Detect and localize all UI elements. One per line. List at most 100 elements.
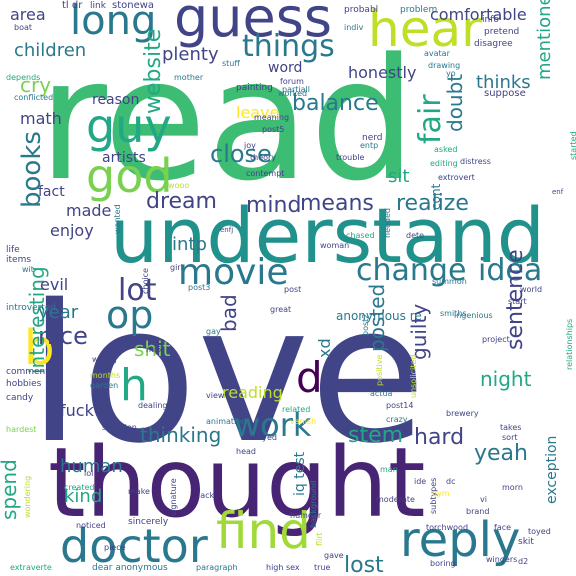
word-idea: idea [478, 253, 542, 288]
word-crazy: crazy [386, 415, 408, 424]
word-flirt: flirt [315, 532, 324, 546]
word-smiths: smiths [440, 309, 467, 318]
word-post14: post14 [386, 401, 413, 410]
word-lack: lack [198, 491, 215, 500]
word-bad: bad [217, 294, 241, 332]
word-honestly: honestly [348, 63, 416, 82]
word-true: true [314, 563, 330, 572]
word-work: work [234, 406, 312, 444]
word-positive: positive [375, 355, 384, 386]
word-fair: fair [413, 94, 448, 144]
word-intp: intp [172, 234, 207, 255]
word-close: close [210, 140, 272, 168]
word-sentence: sentence [503, 249, 528, 350]
word-wooo: wooo [168, 181, 189, 190]
word-unsolicited: unsolicited [409, 355, 418, 398]
word-stuff: stuff [222, 59, 240, 68]
word-doubt: doubt [443, 74, 467, 132]
word-math: math [20, 109, 62, 128]
word-understand: understand [110, 191, 545, 280]
word-ide: ide [414, 477, 426, 486]
word-gym: gym [432, 489, 450, 498]
word-thinking: thinking [140, 423, 221, 447]
word-spend: spend [0, 459, 21, 520]
word-life: life [6, 245, 20, 255]
word-hard: hard [414, 425, 464, 450]
word-enjoy: enjoy [50, 221, 94, 240]
word-d: d [296, 353, 323, 402]
word-leave: leave [236, 103, 279, 122]
word-man: man [380, 465, 398, 474]
word-artists: artists [102, 150, 146, 166]
word-comments: comments [6, 367, 54, 377]
word-kind: kind [64, 486, 102, 507]
word-head: head [236, 447, 256, 456]
word-distress: distress [460, 157, 491, 166]
word-human: human [60, 456, 123, 477]
word-fact: fact [38, 184, 65, 200]
word-movie: movie [178, 252, 289, 293]
word-sincerely: sincerely [128, 517, 169, 527]
word-brewery: brewery [446, 409, 479, 418]
word-subtypes: subtypes [429, 478, 438, 514]
word-website: website [141, 29, 166, 114]
word-disagree: disagree [474, 39, 513, 49]
word-word: word [268, 60, 302, 76]
word-link: link [90, 1, 107, 11]
word-signature: signature [169, 478, 178, 516]
word-avatar: avatar [424, 49, 451, 58]
word-background: background [309, 481, 318, 528]
word-anonymous-re: anonymous re [336, 309, 422, 323]
word-thinks: thinks [476, 72, 531, 93]
word-ingenious: ingenious [454, 311, 493, 320]
word-partiall: partiall [282, 85, 310, 94]
word-reading: reading [222, 383, 283, 402]
word-god: god [86, 149, 173, 203]
word-info: info [482, 15, 499, 25]
word-entp: entp [360, 141, 378, 150]
word-view: view [206, 391, 225, 400]
word-yeah: yeah [474, 441, 528, 466]
word-area: area [10, 5, 46, 24]
word-make: make [128, 487, 150, 496]
word-plenty: plenty [162, 44, 219, 65]
word-noticed: noticed [76, 521, 106, 530]
word-means: means [300, 191, 374, 216]
word-brand: brand [466, 507, 489, 516]
word-suppose: suppose [484, 88, 526, 99]
word-iq-test: iq test [292, 451, 308, 496]
word-forum: forum [280, 77, 304, 86]
word-h: h [120, 360, 148, 411]
word-dealing: dealing [138, 401, 168, 410]
word-gay: gay [206, 327, 221, 336]
word-great: great [270, 305, 291, 314]
word-created: created [64, 483, 94, 492]
word-shit: shit [134, 337, 171, 361]
word-xd: xd [315, 338, 334, 358]
word-exception: exception [544, 436, 560, 504]
word-long: long [70, 0, 156, 44]
word-contempt: contempt [246, 169, 284, 178]
word-children: children [14, 40, 86, 61]
word-nerd: nerd [362, 133, 383, 143]
word-wondering: wondering [23, 476, 32, 518]
word-probabl: probabl [344, 5, 378, 15]
word-girl: girl [170, 263, 183, 272]
word-lost: lost [344, 553, 384, 576]
word-introverted: introverted [6, 303, 56, 313]
word-reason: reason [92, 92, 139, 108]
word-needed: needed [383, 208, 392, 238]
word-mother: mother [174, 73, 204, 82]
word-morn: morn [502, 483, 523, 492]
word-lol: lol [84, 469, 93, 478]
word-comfortable: comfortable [430, 5, 527, 24]
word-boat: boat [14, 23, 32, 32]
word-doctor: doctor [60, 519, 208, 573]
word-op: op [106, 293, 153, 337]
word-toyed: toyed [528, 527, 551, 536]
word-hobbies: hobbies [6, 379, 42, 389]
word-painting: painting [236, 83, 273, 93]
word-mind: mind [246, 193, 301, 218]
word-post2: post2 [361, 314, 370, 336]
word-books: books [17, 131, 47, 208]
